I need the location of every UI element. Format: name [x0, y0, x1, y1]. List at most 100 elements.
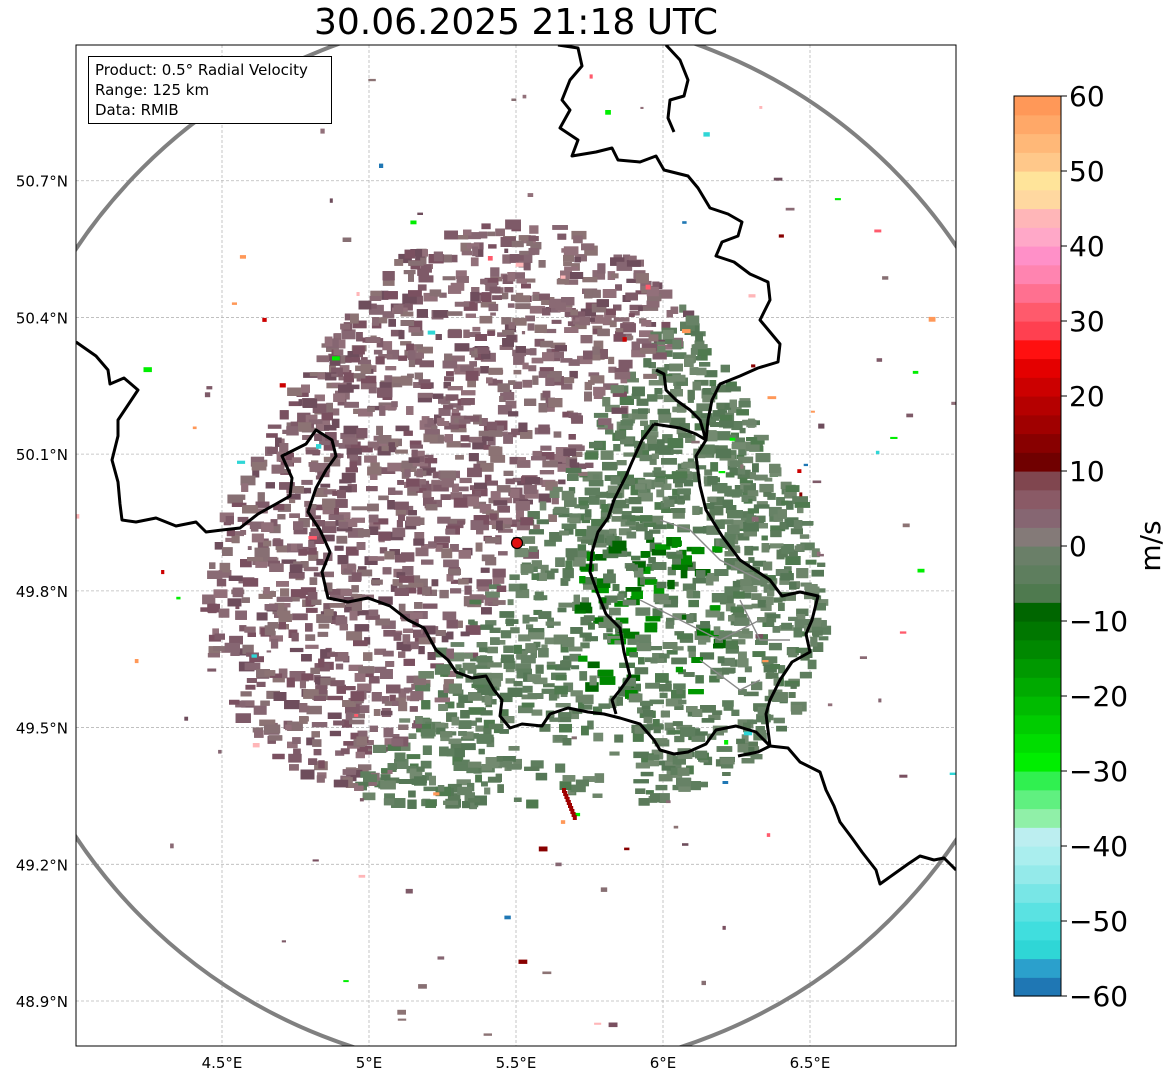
echo-pixel — [671, 508, 686, 513]
echo-pixel — [487, 776, 501, 783]
echo-pixel — [693, 473, 701, 483]
echo-pixel — [498, 528, 513, 533]
echo-pixel — [330, 592, 340, 598]
echo-pixel — [439, 292, 447, 298]
echo-pixel — [425, 799, 436, 808]
echo-pixel — [616, 261, 633, 271]
echo-pixel — [562, 775, 576, 782]
echo-pixel — [522, 536, 536, 544]
echo-pixel — [454, 343, 470, 352]
echo-pixel — [561, 523, 577, 529]
echo-pixel — [670, 306, 679, 314]
echo-pixel — [407, 373, 414, 378]
echo-pixel — [340, 589, 352, 596]
echo-pixel — [499, 611, 515, 618]
echo-pixel — [485, 537, 500, 544]
echo-pixel — [647, 435, 657, 444]
echo-pixel — [699, 362, 711, 367]
echo-pixel — [562, 457, 569, 464]
echo-pixel — [308, 462, 317, 467]
echo-pixel — [308, 758, 318, 765]
echo-pixel — [311, 731, 320, 738]
echo-pixel — [503, 434, 513, 444]
echo-pixel — [429, 289, 442, 297]
echo-pixel — [331, 418, 340, 428]
echo-pixel — [694, 731, 708, 736]
echo-pixel — [764, 477, 773, 482]
echo-pixel — [720, 757, 735, 765]
echo-pixel — [610, 476, 621, 485]
echo-pixel — [644, 622, 658, 633]
echo-pixel — [382, 311, 395, 319]
echo-pixel — [440, 470, 456, 481]
echo-pixel — [365, 614, 380, 620]
echo-pixel — [413, 352, 424, 359]
echo-pixel — [464, 792, 475, 802]
echo-pixel — [508, 411, 519, 417]
echo-pixel — [626, 531, 637, 539]
echo-pixel — [330, 680, 345, 687]
echo-pixel — [351, 572, 362, 581]
echo-pixel — [443, 559, 459, 568]
echo-pixel — [753, 504, 770, 509]
echo-pixel — [408, 290, 422, 297]
echo-pixel — [587, 720, 594, 730]
echo-pixel — [686, 706, 698, 713]
echo-pixel — [368, 514, 379, 523]
echo-pixel — [734, 617, 750, 626]
echo-pixel — [741, 628, 750, 634]
echo-pixel — [453, 497, 469, 508]
echo-pixel — [503, 470, 514, 476]
echo-pixel — [578, 500, 589, 506]
echo-pixel — [490, 455, 506, 463]
echo-pixel — [437, 516, 451, 524]
echo-pixel — [525, 315, 535, 322]
echo-pixel — [615, 430, 626, 440]
echo-pixel — [564, 279, 579, 285]
echo-pixel — [487, 662, 502, 668]
echo-pixel — [418, 275, 434, 283]
echo-pixel — [317, 423, 330, 431]
echo-pixel — [549, 454, 565, 462]
echo-pixel — [323, 441, 334, 451]
echo-pixel — [754, 523, 768, 529]
echo-pixel — [437, 785, 445, 792]
echo-pixel — [364, 455, 377, 463]
echo-pixel — [421, 544, 435, 549]
echo-pixel — [291, 632, 299, 642]
echo-pixel — [628, 497, 642, 505]
echo-pixel — [387, 500, 395, 510]
echo-pixel — [597, 328, 610, 337]
echo-pixel — [318, 760, 325, 769]
echo-pixel — [497, 405, 512, 415]
echo-pixel — [287, 741, 298, 749]
echo-pixel — [526, 237, 533, 246]
echo-pixel — [812, 630, 823, 636]
echo-pixel — [396, 572, 406, 578]
echo-pixel — [286, 493, 301, 500]
echo-pixel — [483, 727, 492, 737]
echo-pixel — [575, 529, 587, 537]
echo-pixel — [709, 496, 725, 506]
echo-pixel — [455, 486, 469, 492]
echo-pixel — [713, 638, 726, 649]
echo-pixel — [693, 448, 706, 459]
echo-pixel — [647, 760, 659, 767]
echo-pixel — [686, 765, 694, 775]
echo-pixel — [448, 738, 462, 745]
echo-pixel — [496, 756, 503, 762]
echo-pixel — [477, 660, 494, 666]
echo-pixel — [452, 483, 459, 492]
echo-pixel — [599, 600, 609, 610]
echo-pixel — [244, 626, 256, 633]
echo-pixel — [712, 483, 728, 492]
echo-pixel — [378, 495, 389, 501]
echo-pixel — [445, 701, 455, 709]
echo-pixel — [452, 620, 463, 628]
echo-pixel — [289, 498, 296, 504]
echo-pixel — [381, 710, 393, 716]
echo-pixel — [391, 798, 406, 808]
echo-pixel — [451, 716, 460, 726]
echo-pixel — [481, 607, 492, 615]
echo-pixel — [645, 579, 658, 585]
